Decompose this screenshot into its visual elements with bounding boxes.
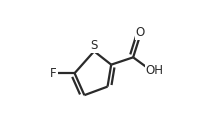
Text: F: F [50,67,57,80]
Text: S: S [90,39,98,52]
Text: OH: OH [146,64,164,77]
Text: O: O [136,26,145,39]
